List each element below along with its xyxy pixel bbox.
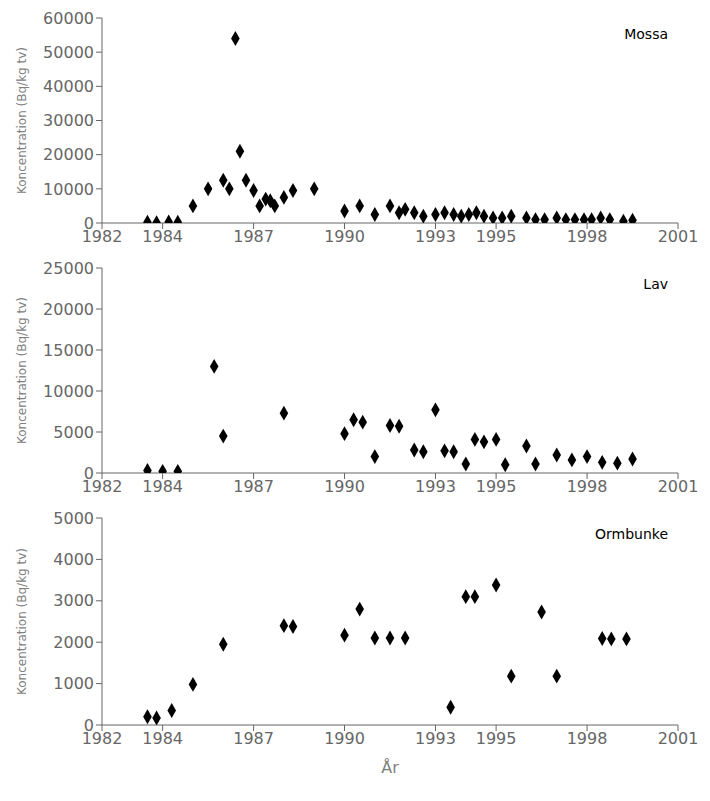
svg-text:1993: 1993 — [415, 227, 456, 246]
svg-text:0: 0 — [84, 214, 94, 233]
svg-text:10000: 10000 — [43, 382, 94, 401]
svg-text:60000: 60000 — [43, 9, 94, 28]
svg-text:1984: 1984 — [142, 477, 183, 496]
svg-text:20000: 20000 — [43, 145, 94, 164]
svg-text:5000: 5000 — [53, 423, 94, 442]
svg-text:1998: 1998 — [567, 227, 608, 246]
svg-text:4000: 4000 — [53, 550, 94, 569]
svg-text:30000: 30000 — [43, 111, 94, 130]
svg-text:25000: 25000 — [43, 259, 94, 278]
svg-text:15000: 15000 — [43, 341, 94, 360]
svg-text:Koncentration (Bq/kg tv): Koncentration (Bq/kg tv) — [15, 47, 29, 194]
svg-text:2001: 2001 — [658, 729, 698, 748]
svg-text:3000: 3000 — [53, 591, 94, 610]
svg-text:Koncentration (Bq/kg tv): Koncentration (Bq/kg tv) — [15, 297, 29, 444]
svg-text:1993: 1993 — [415, 477, 456, 496]
svg-text:1982: 1982 — [81, 227, 123, 247]
svg-text:1984: 1984 — [142, 729, 183, 748]
svg-text:1995: 1995 — [476, 477, 517, 496]
svg-text:10000: 10000 — [43, 180, 94, 199]
html-text:Mossa: Mossa — [624, 26, 668, 42]
svg-text:2001: 2001 — [658, 227, 698, 246]
svg-text:1984: 1984 — [142, 227, 183, 246]
svg-text:1000: 1000 — [53, 674, 94, 693]
svg-text:40000: 40000 — [43, 77, 94, 96]
svg-text:2001: 2001 — [658, 477, 698, 496]
html-text:Ormbunke: Ormbunke — [595, 526, 668, 542]
svg-text:1987: 1987 — [233, 227, 274, 246]
html-text:Lav: Lav — [643, 276, 668, 292]
svg-text:1998: 1998 — [567, 729, 608, 748]
svg-text:2000: 2000 — [53, 633, 94, 652]
svg-text:1982: 1982 — [81, 729, 123, 749]
svg-text:1998: 1998 — [567, 477, 608, 496]
svg-text:1987: 1987 — [233, 729, 274, 748]
svg-text:År: År — [381, 758, 399, 777]
svg-text:1990: 1990 — [324, 729, 365, 748]
svg-text:Koncentration (Bq/kg tv): Koncentration (Bq/kg tv) — [15, 548, 29, 695]
svg-text:1995: 1995 — [476, 227, 517, 246]
svg-text:0: 0 — [84, 464, 94, 483]
svg-text:50000: 50000 — [43, 43, 94, 62]
svg-text:1993: 1993 — [415, 729, 456, 748]
svg-text:1987: 1987 — [233, 477, 274, 496]
svg-text:1990: 1990 — [324, 227, 365, 246]
svg-text:1995: 1995 — [476, 729, 517, 748]
svg-text:20000: 20000 — [43, 300, 94, 319]
svg-text:5000: 5000 — [53, 509, 94, 528]
svg-text:1982: 1982 — [81, 477, 123, 497]
svg-text:0: 0 — [84, 716, 94, 735]
svg-text:1990: 1990 — [324, 477, 365, 496]
